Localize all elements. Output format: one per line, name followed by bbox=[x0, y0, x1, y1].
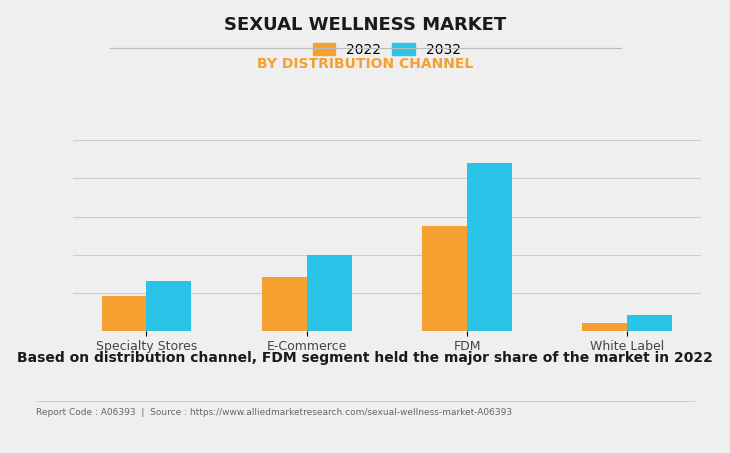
Bar bbox=[583, 323, 627, 331]
Bar bbox=[147, 281, 191, 331]
Legend: 2022, 2032: 2022, 2032 bbox=[307, 37, 466, 62]
Bar bbox=[627, 314, 672, 331]
Text: SEXUAL WELLNESS MARKET: SEXUAL WELLNESS MARKET bbox=[224, 16, 506, 34]
Text: BY DISTRIBUTION CHANNEL: BY DISTRIBUTION CHANNEL bbox=[257, 57, 473, 71]
Bar bbox=[307, 255, 352, 331]
Bar bbox=[101, 296, 147, 331]
Text: Report Code : A06393  |  Source : https://www.alliedmarketresearch.com/sexual-we: Report Code : A06393 | Source : https://… bbox=[36, 408, 512, 417]
Text: Based on distribution channel, FDM segment held the major share of the market in: Based on distribution channel, FDM segme… bbox=[17, 351, 713, 365]
Bar bbox=[467, 163, 512, 331]
Bar bbox=[262, 277, 307, 331]
Bar bbox=[422, 226, 467, 331]
